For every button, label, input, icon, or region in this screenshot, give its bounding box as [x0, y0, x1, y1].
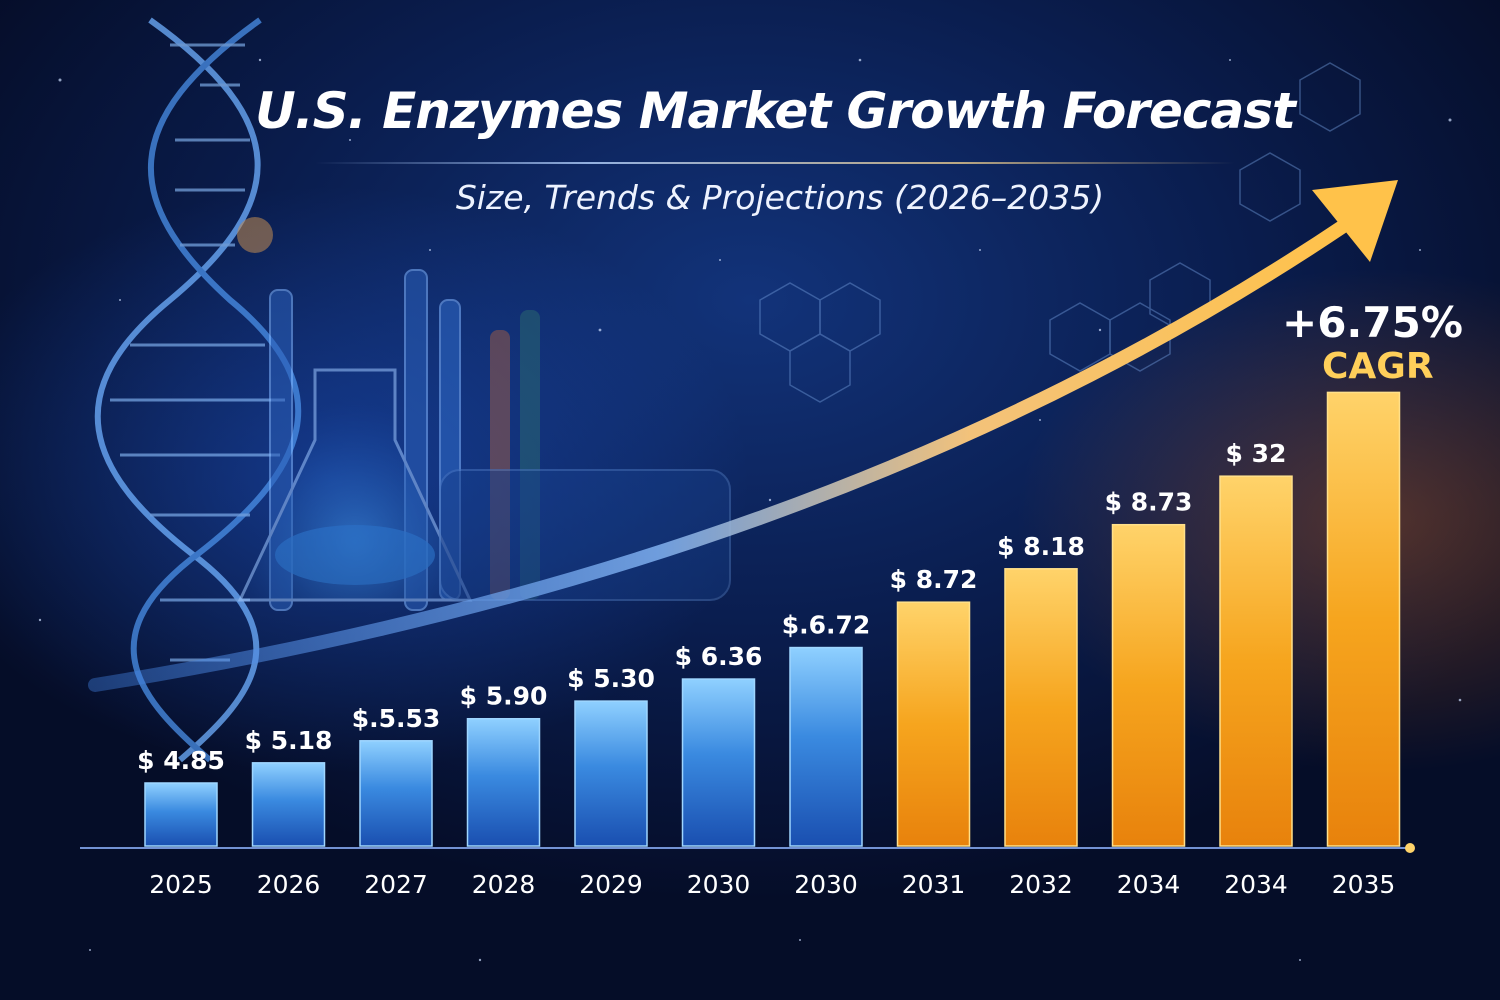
bar-2025-0 [144, 782, 218, 847]
bar-value-label: $ 6.36 [675, 642, 763, 671]
bar-value-label: $ 5.18 [245, 726, 333, 755]
chart-subtitle: Size, Trends & Projections (2026–2035) [455, 178, 1105, 217]
bar-2027-2 [359, 740, 433, 847]
bar-2030-6 [789, 646, 863, 847]
bar-value-label: $ 32 [1226, 439, 1287, 468]
x-tick-label: 2027 [364, 870, 428, 899]
value-labels: $ 4.85 $ 5.18 $.5.53 $ 5.90 $ 5.30 $ 6.36 $.6.… [137, 439, 1286, 775]
bar-2029-4 [574, 700, 648, 847]
bar-2032-8 [1004, 568, 1078, 847]
bar-value-label: $.5.53 [352, 704, 441, 733]
bar-value-label: $.6.72 [782, 611, 871, 640]
bar-2030-5 [681, 678, 756, 847]
cagr-label: CAGR [1322, 346, 1434, 387]
bar-2031-7 [896, 601, 971, 847]
x-tick-label: 2028 [472, 870, 536, 899]
axis-end-dot [1405, 843, 1415, 853]
title-divider [315, 162, 1235, 164]
x-tick-label: 2035 [1332, 870, 1396, 899]
x-tick-label: 2026 [257, 870, 321, 899]
bar-2034-9 [1111, 523, 1186, 847]
bar-2026-1 [251, 762, 326, 847]
bar-2035-11 [1326, 391, 1401, 847]
x-axis-ticks: 2025 2026 2027 2028 2029 2030 2030 2031 2032 2034… [149, 870, 1395, 899]
bar-value-label: $ 5.30 [567, 664, 655, 693]
trend-arrow-icon [88, 218, 1352, 692]
star-field [38, 58, 1462, 962]
x-tick-label: 2031 [902, 870, 966, 899]
bars [144, 391, 1401, 847]
bar-value-label: $ 8.73 [1105, 488, 1193, 517]
x-tick-label: 2029 [579, 870, 643, 899]
x-tick-label: 2034 [1117, 870, 1181, 899]
bar-2034-10 [1219, 475, 1293, 847]
x-tick-label: 2034 [1224, 870, 1288, 899]
trend-arrowhead-icon [1312, 180, 1398, 262]
dna-helix-icon [94, 17, 302, 763]
lab-glassware-icon [237, 269, 731, 611]
x-tick-label: 2030 [687, 870, 751, 899]
x-tick-label: 2030 [794, 870, 858, 899]
bar-value-label: $ 5.90 [460, 682, 548, 711]
bar-2028-3 [466, 717, 541, 847]
x-tick-label: 2025 [149, 870, 213, 899]
bar-value-label: $ 8.72 [890, 565, 978, 594]
bar-value-label: $ 4.85 [137, 746, 225, 775]
cagr-value: +6.75% [1282, 298, 1463, 347]
hexagon-network-icon [759, 62, 1361, 403]
chart-title: U.S. Enzymes Market Growth Forecast [255, 82, 1296, 140]
x-tick-label: 2032 [1009, 870, 1073, 899]
bar-value-label: $ 8.18 [997, 532, 1085, 561]
